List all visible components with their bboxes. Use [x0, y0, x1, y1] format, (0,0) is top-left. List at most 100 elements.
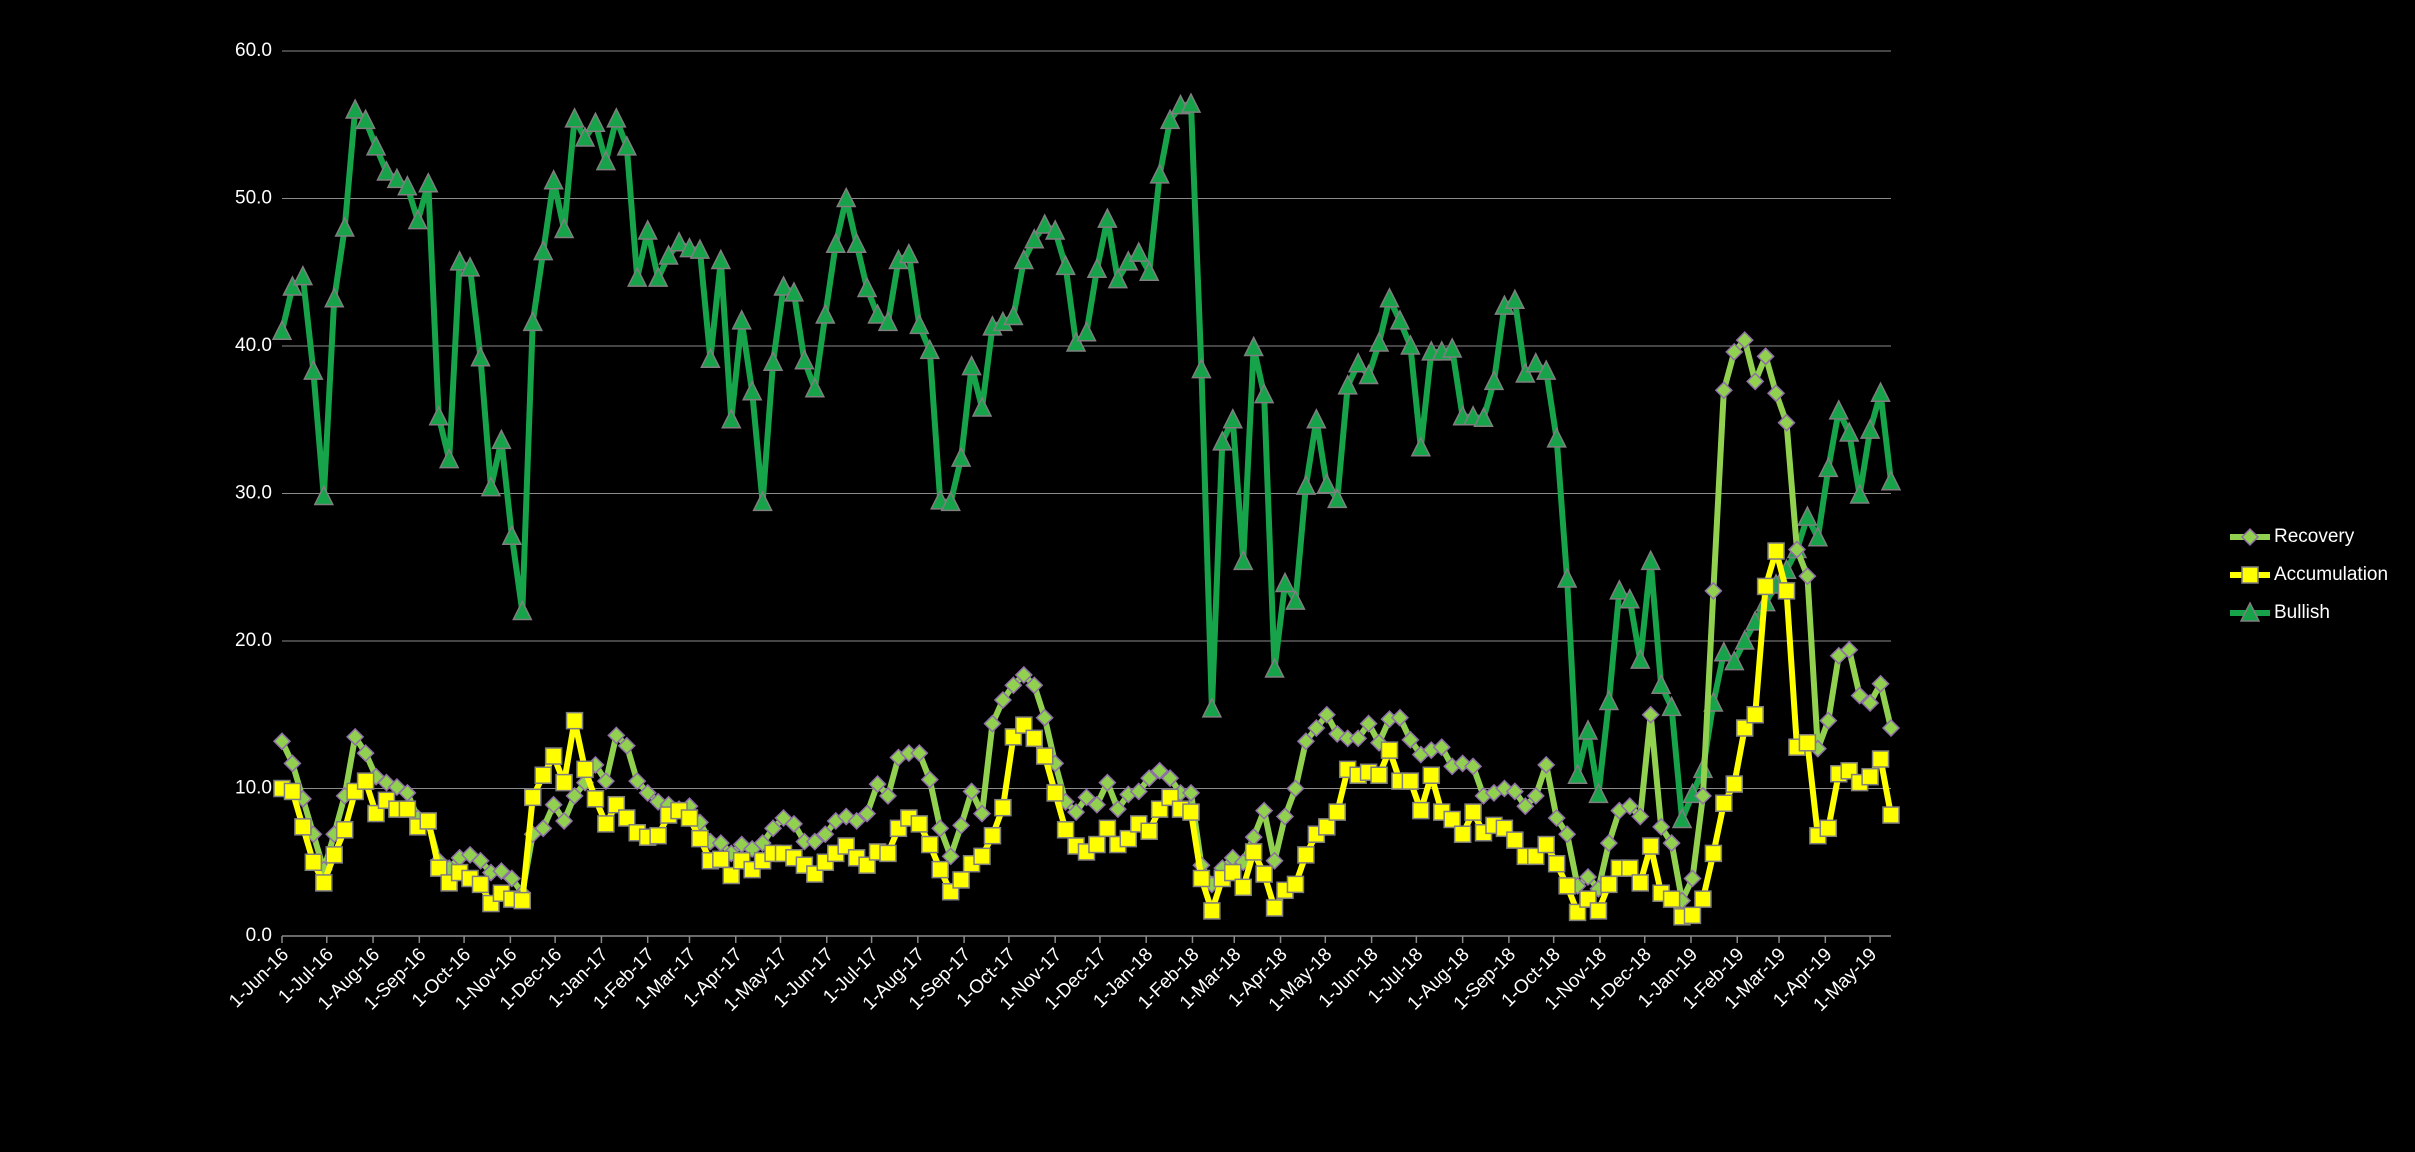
marker: [784, 814, 804, 833]
marker: [680, 809, 699, 827]
marker: [879, 844, 897, 863]
marker: [1025, 676, 1044, 695]
marker: [1076, 321, 1097, 342]
marker: [952, 871, 970, 889]
marker: [752, 490, 773, 512]
marker: [1631, 874, 1649, 892]
marker: [1871, 674, 1890, 693]
marker: [1631, 807, 1650, 826]
marker: [1003, 304, 1024, 326]
marker: [618, 809, 636, 827]
marker: [1871, 750, 1890, 768]
marker: [1505, 782, 1524, 801]
marker: [1369, 733, 1389, 752]
marker: [544, 795, 563, 814]
marker: [920, 770, 939, 789]
marker: [1453, 825, 1472, 843]
marker: [658, 244, 679, 265]
marker: [303, 359, 324, 380]
marker: [1390, 708, 1410, 727]
marker: [1265, 851, 1284, 870]
marker: [627, 266, 648, 287]
marker: [1640, 549, 1661, 571]
marker: [1641, 705, 1660, 724]
marker: [282, 275, 303, 296]
marker: [1798, 734, 1817, 752]
legend-label: Bullish: [2274, 602, 2330, 623]
marker: [1285, 589, 1306, 610]
marker: [1056, 821, 1075, 839]
marker: [919, 338, 940, 360]
marker: [1861, 767, 1879, 786]
marker: [471, 875, 490, 894]
marker: [1180, 92, 1202, 113]
marker: [1598, 689, 1620, 711]
marker: [961, 354, 982, 376]
marker: [994, 798, 1012, 817]
marker: [1818, 456, 1839, 478]
marker: [1567, 763, 1588, 784]
marker: [429, 859, 448, 877]
marker: [1725, 775, 1744, 793]
marker: [1859, 418, 1881, 439]
marker: [1255, 865, 1273, 883]
marker: [1838, 421, 1860, 442]
marker: [1212, 430, 1233, 451]
marker: [962, 782, 981, 801]
marker: [1149, 163, 1170, 184]
marker: [1652, 817, 1671, 836]
marker: [1880, 470, 1902, 491]
marker: [877, 310, 899, 332]
marker: [524, 788, 542, 807]
marker: [1159, 108, 1181, 130]
marker: [386, 167, 408, 189]
marker: [1515, 362, 1536, 383]
marker: [1441, 337, 1463, 358]
marker: [858, 804, 877, 823]
marker: [910, 744, 929, 763]
marker: [1756, 347, 1775, 366]
marker: [501, 524, 523, 546]
marker: [898, 242, 920, 264]
marker: [1600, 875, 1618, 894]
marker: [1535, 359, 1557, 380]
marker: [1619, 588, 1641, 609]
marker: [1599, 834, 1618, 853]
marker: [804, 377, 826, 398]
marker: [1013, 248, 1035, 270]
marker: [565, 711, 584, 730]
marker: [1787, 540, 1807, 559]
marker: [324, 287, 345, 308]
marker: [597, 815, 615, 833]
marker: [700, 347, 721, 369]
marker: [491, 428, 512, 450]
marker: [1224, 863, 1242, 882]
marker: [649, 826, 667, 845]
marker: [595, 149, 617, 171]
marker: [1558, 877, 1576, 895]
marker: [856, 276, 878, 298]
marker: [1650, 673, 1672, 694]
y-tick-label: 60.0: [235, 40, 272, 61]
marker: [512, 599, 533, 621]
series: [273, 542, 1900, 926]
marker: [346, 727, 365, 746]
marker: [1275, 807, 1295, 826]
marker: [1066, 803, 1086, 822]
marker: [1746, 706, 1764, 724]
marker: [1318, 818, 1336, 836]
marker: [1704, 581, 1723, 600]
marker: [1203, 902, 1221, 920]
marker: [325, 846, 343, 864]
marker: [1389, 309, 1411, 330]
marker: [1777, 582, 1796, 600]
marker: [544, 747, 563, 765]
marker: [356, 772, 375, 790]
marker: [1849, 483, 1870, 504]
marker: [722, 866, 741, 885]
marker: [1317, 705, 1336, 724]
marker: [1035, 747, 1054, 765]
marker: [1138, 260, 1160, 281]
marker: [367, 804, 385, 823]
marker: [1316, 472, 1338, 494]
